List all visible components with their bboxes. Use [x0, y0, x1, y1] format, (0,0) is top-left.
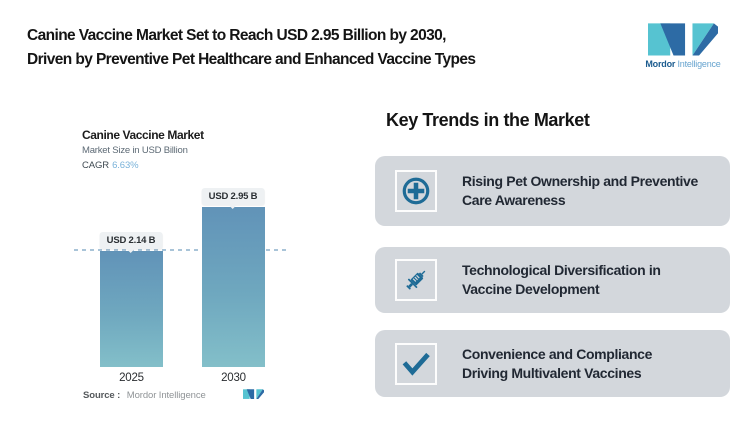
- icon-tile: [395, 342, 437, 385]
- syringe-icon: [406, 270, 426, 290]
- medical-cross-icon: [402, 177, 430, 205]
- value-badge-2025: USD 2.14 B: [99, 232, 163, 249]
- bar-2025: [100, 251, 163, 367]
- page-title: Canine Vaccine Market Set to Reach USD 2…: [27, 24, 476, 72]
- mordor-logo-mini-icon: [243, 389, 264, 399]
- page-title-line-2: Driven by Preventive Pet Healthcare and …: [27, 51, 476, 68]
- dashed-reference-line: [74, 249, 286, 251]
- cagr-value: 6.63%: [112, 160, 139, 171]
- source-value: Mordor Intelligence: [126, 390, 206, 401]
- trend-text: Rising Pet Ownership and Preventive Care…: [462, 172, 698, 210]
- chart-title: Canine Vaccine Market: [82, 128, 204, 142]
- source-label: Source :: [83, 390, 121, 401]
- year-label-2030: 2030: [221, 372, 246, 384]
- brand-logo-text: Mordor Intelligence: [645, 59, 721, 69]
- trend-card-compliance: Convenience and Compliance Driving Multi…: [375, 330, 730, 397]
- trend-text-line-1: Technological Diversification in: [462, 262, 661, 278]
- chart-cagr: CAGR 6.63%: [82, 160, 139, 171]
- icon-tile: [395, 259, 437, 301]
- trend-text: Convenience and Compliance Driving Multi…: [462, 345, 652, 383]
- value-badge-2030: USD 2.95 B: [201, 188, 265, 205]
- icon-tile: [395, 170, 437, 212]
- checkmark-icon: [402, 352, 430, 376]
- bar-2030: [202, 207, 265, 367]
- page-title-line-1: Canine Vaccine Market Set to Reach USD 2…: [27, 27, 446, 44]
- trend-text-line-1: Convenience and Compliance: [462, 345, 653, 362]
- source-attribution: Source : Mordor Intelligence: [83, 390, 206, 401]
- trend-card-technology: Technological Diversification in Vaccine…: [375, 247, 730, 313]
- brand-name-bold: Mordor: [645, 59, 676, 69]
- trend-card-pet-ownership: Rising Pet Ownership and Preventive Care…: [375, 156, 730, 226]
- trend-text: Technological Diversification in Vaccine…: [462, 261, 661, 299]
- mordor-logo-icon: [648, 23, 718, 56]
- cagr-label: CAGR: [82, 160, 110, 171]
- trend-text-line-2: Care Awareness: [462, 192, 566, 208]
- trend-text-line-2: Driving Multivalent Vaccines: [462, 364, 642, 381]
- brand-name-light: Intelligence: [677, 59, 721, 69]
- chart-subtitle: Market Size in USD Billion: [82, 145, 188, 156]
- brand-logo: Mordor Intelligence: [645, 22, 721, 69]
- trend-text-line-2: Vaccine Development: [462, 281, 600, 297]
- trends-heading: Key Trends in the Market: [386, 110, 590, 130]
- year-label-2025: 2025: [119, 372, 144, 384]
- trend-text-line-1: Rising Pet Ownership and Preventive: [462, 173, 698, 189]
